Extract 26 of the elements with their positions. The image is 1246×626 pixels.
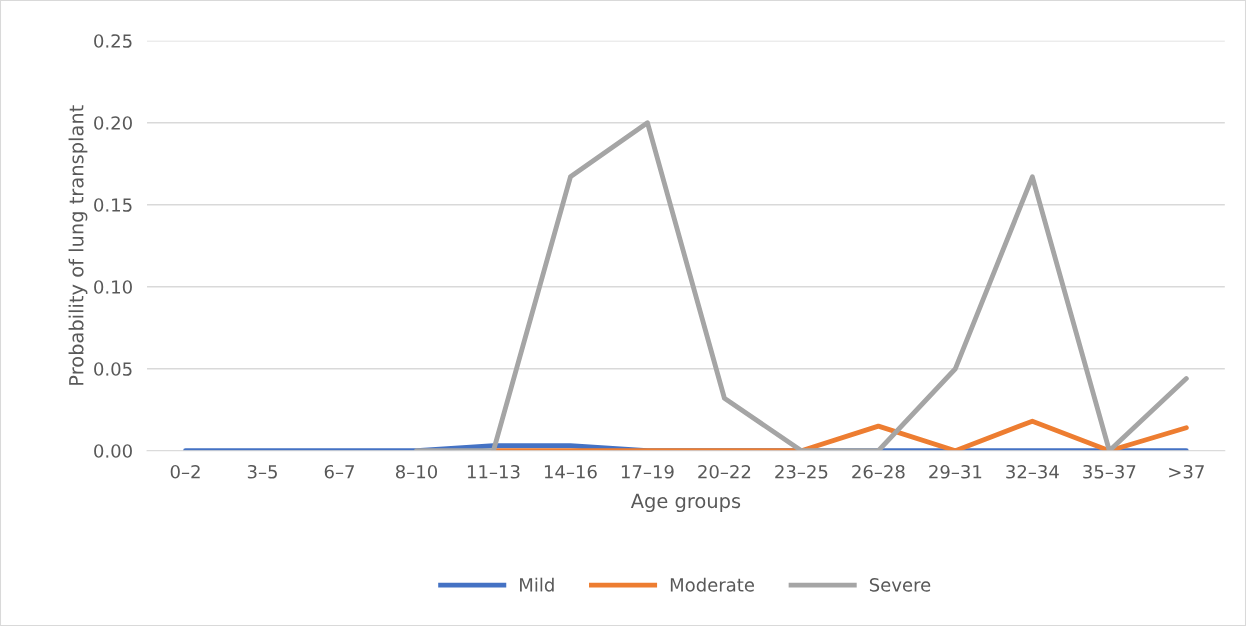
y-axis-title: Probability of lung transplant — [68, 105, 88, 385]
line-series — [414, 120, 1189, 451]
legend-label: Severe — [869, 578, 931, 592]
x-tick-label: 17–19 — [621, 464, 674, 479]
y-tick-label: 0.05 — [94, 362, 132, 376]
x-tick-label: 0–2 — [170, 464, 200, 479]
x-axis-title: Age groups — [630, 493, 741, 513]
x-tick-label: 32–34 — [1006, 464, 1059, 479]
x-tick-label: 35–37 — [1083, 464, 1136, 479]
x-tick-label: 11–13 — [467, 464, 520, 479]
x-tick-label: 23–25 — [775, 464, 828, 479]
y-tick-label: 0.20 — [94, 116, 132, 130]
y-tick-label: 0.15 — [94, 198, 132, 212]
x-tick-label: 6–7 — [324, 464, 354, 479]
x-tick-label: 29–31 — [929, 464, 982, 479]
x-tick-label: 20–22 — [698, 464, 751, 479]
legend-label: Mild — [520, 577, 554, 592]
x-tick-label: 3–5 — [247, 464, 277, 479]
legend-label: Moderate — [670, 577, 754, 592]
x-tick-label: 8–10 — [395, 464, 438, 479]
y-tick-label: 0.00 — [94, 444, 132, 458]
y-tick-label: 0.10 — [94, 280, 132, 294]
x-tick-label: 14–16 — [544, 464, 597, 479]
x-tick-label: >37 — [1169, 464, 1204, 479]
y-tick-label: 0.25 — [94, 34, 132, 48]
x-tick-label: 26–28 — [852, 464, 905, 479]
